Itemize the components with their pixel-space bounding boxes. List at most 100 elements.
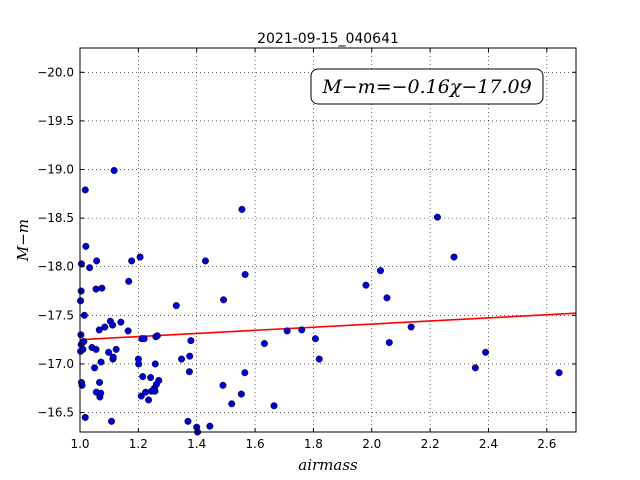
scatter-point <box>298 326 306 334</box>
scatter-point <box>97 358 105 366</box>
scatter-point <box>220 296 228 304</box>
scatter-point <box>105 348 113 356</box>
scatter-point <box>270 402 278 410</box>
y-axis-label: M−m <box>14 219 32 262</box>
scatter-point <box>153 332 161 340</box>
scatter-point <box>135 360 143 368</box>
scatter-point <box>219 381 227 389</box>
chart-title: 2021-09-15_040641 <box>257 31 399 47</box>
scatter-point <box>81 186 89 194</box>
y-tick-label: −16.5 <box>37 406 74 420</box>
scatter-point <box>77 331 85 339</box>
fit-line-layer <box>79 312 577 341</box>
scatter-point <box>97 389 105 397</box>
scatter-point <box>93 257 101 265</box>
scatter-point <box>110 166 118 174</box>
y-tick-label: −18.5 <box>37 211 74 225</box>
scatter-point <box>228 400 236 408</box>
x-tick-labels: 1.0 1.2 1.4 1.6 1.8 2.0 2.2 2.4 2.6 <box>70 437 556 451</box>
scatter-point <box>151 387 159 395</box>
scatter-point <box>77 287 85 295</box>
y-tick-label: −17.5 <box>37 308 74 322</box>
scatter-point <box>186 352 194 360</box>
scatter-point <box>555 369 563 377</box>
scatter-point <box>184 417 192 425</box>
scatter-point <box>92 345 100 353</box>
scatter-point <box>482 348 490 356</box>
scatter-point <box>187 337 195 345</box>
scatter-point <box>151 360 159 368</box>
scatter-point <box>92 285 100 293</box>
scatter-point <box>241 271 249 279</box>
scatter-point <box>385 339 393 347</box>
scatter-point <box>206 422 214 430</box>
scatter-point <box>91 364 99 372</box>
scatter-point <box>77 297 85 305</box>
scatter-point <box>433 213 441 221</box>
scatter-point <box>311 335 319 343</box>
y-tick-label: −19.0 <box>37 163 74 177</box>
scatter-point <box>77 378 85 386</box>
scatter-point <box>80 338 88 346</box>
scatter-point <box>86 264 94 272</box>
scatter-point <box>101 323 109 331</box>
scatter-point <box>112 345 120 353</box>
scatter-point <box>172 302 180 310</box>
scatter-point <box>117 318 125 326</box>
scatter-point <box>124 327 132 335</box>
x-tick-label: 1.2 <box>129 437 148 451</box>
scatter-point <box>142 388 150 396</box>
scatter-point <box>185 368 193 376</box>
scatter-point <box>136 253 144 261</box>
scatter-point <box>315 355 323 363</box>
scatter-point <box>178 355 186 363</box>
scatter-point <box>201 257 209 265</box>
scatter-point <box>95 326 103 334</box>
scatter-point <box>109 321 117 329</box>
x-tick-label: 1.0 <box>70 437 89 451</box>
y-tick-label: −20.0 <box>37 65 74 79</box>
fit-line <box>79 312 577 341</box>
x-tick-label: 1.8 <box>304 437 323 451</box>
x-axis-label: airmass <box>298 456 358 474</box>
scatter-point <box>82 242 90 250</box>
x-tick-label: 1.6 <box>246 437 265 451</box>
scatter-points <box>77 166 563 436</box>
plot-area <box>80 48 576 432</box>
annotation-box <box>310 68 544 105</box>
scatter-point <box>137 392 145 400</box>
scatter-point <box>96 378 104 386</box>
grid-lines <box>79 48 576 432</box>
y-tick-label: −19.5 <box>37 114 74 128</box>
scatter-point <box>125 277 133 285</box>
scatter-point <box>377 267 385 275</box>
x-tick-label: 2.2 <box>421 437 440 451</box>
x-tick-label: 1.4 <box>187 437 206 451</box>
scatter-point <box>108 417 116 425</box>
fit-equation-annotation: M−m=−0.16χ−17.09 <box>310 68 544 105</box>
scatter-point <box>77 260 85 268</box>
scatter-point <box>238 205 246 213</box>
axis-ticks <box>79 48 576 432</box>
scatter-point <box>109 353 117 361</box>
scatter-point <box>155 376 163 384</box>
scatter-point <box>128 257 136 265</box>
scatter-point <box>140 335 148 343</box>
annotation-text: M−m=−0.16χ−17.09 <box>321 76 531 98</box>
plot-frame <box>79 47 577 433</box>
scatter-point <box>237 390 245 398</box>
x-tick-label: 2.0 <box>362 437 381 451</box>
scatter-point <box>407 323 415 331</box>
scatter-point <box>98 284 106 292</box>
scatter-point <box>81 413 89 421</box>
y-tick-labels: −16.5 −17.0 −17.5 −18.0 −18.5 −19.0 −19.5 −20.0 <box>37 65 74 419</box>
scatter-point <box>450 253 458 261</box>
scatter-point <box>241 369 249 377</box>
scatter-point <box>260 340 268 348</box>
scatter-point <box>147 374 155 382</box>
scatter-point <box>383 294 391 302</box>
scatter-point <box>471 364 479 372</box>
scatter-point <box>145 396 153 404</box>
scatter-point <box>283 327 291 335</box>
